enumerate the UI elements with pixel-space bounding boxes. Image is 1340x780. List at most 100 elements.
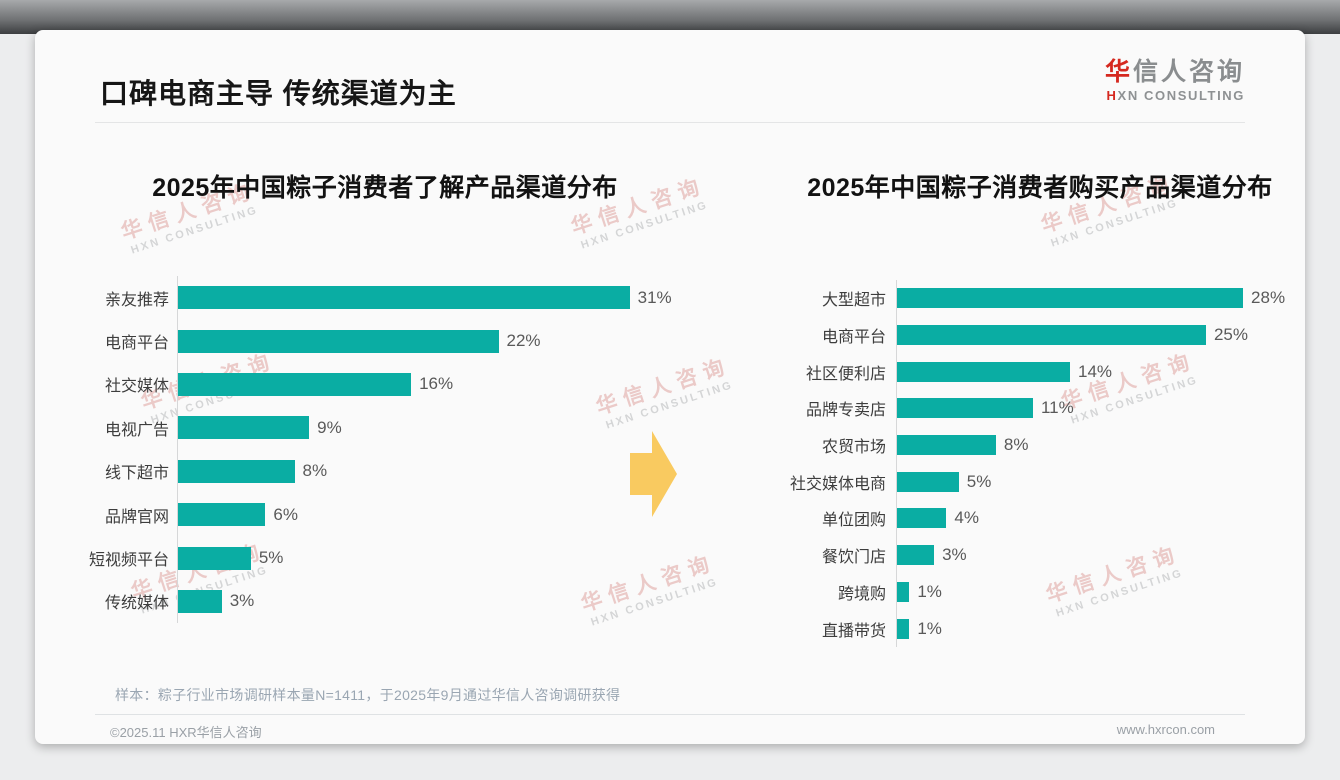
- value-label: 3%: [229, 591, 255, 611]
- bar-row: 传统媒体 3%: [85, 579, 685, 624]
- window-backdrop: [0, 0, 1340, 34]
- chart-title: 2025年中国粽子消费者购买产品渠道分布: [807, 174, 1273, 202]
- logo-gray-letters: XN CONSULTING: [1117, 87, 1245, 103]
- bar-row: 直播带货 1%: [790, 610, 1290, 647]
- category-label: 农贸市场: [821, 439, 886, 457]
- bar-row: 品牌官网 6%: [85, 492, 685, 537]
- bar-chart: 亲友推荐 31% 电商平台 22% 社交媒体 16% 电视广告 9% 线下超市 8% 品牌官网 6% 短…: [85, 276, 685, 624]
- bar-row: 社交媒体 16%: [85, 362, 685, 407]
- bar-track: 16%: [177, 362, 685, 407]
- bar-track: 31%: [177, 276, 685, 320]
- category-label: 品牌官网: [104, 508, 169, 526]
- category-label: 单位团购: [821, 512, 886, 530]
- bar-track: 25%: [896, 316, 1290, 354]
- logo-chinese-name: 华信人咨询: [1105, 58, 1245, 87]
- value-label: 8%: [302, 461, 328, 481]
- category-label: 大型超市: [821, 292, 886, 310]
- bar-track: 5%: [177, 536, 685, 580]
- bar: [897, 435, 996, 456]
- bar: [897, 471, 959, 492]
- category-label: 社交媒体: [104, 378, 169, 396]
- chart-title: 2025年中国粽子消费者了解产品渠道分布: [152, 174, 618, 202]
- chart-awareness-channels: 2025年中国粽子消费者了解产品渠道分布 亲友推荐 31% 电商平台 22% 社交媒体 1…: [85, 168, 685, 624]
- copyright-text: ©2025.11 HXR华信人咨询: [110, 725, 262, 740]
- logo-red-char: 华: [1104, 58, 1133, 86]
- value-label: 1%: [917, 618, 942, 638]
- category-label: 亲友推荐: [104, 291, 169, 309]
- value-label: 8%: [1003, 435, 1029, 455]
- value-label: 22%: [506, 331, 541, 351]
- bar: [897, 361, 1071, 382]
- bar-row: 社交媒体电商 5%: [790, 463, 1290, 501]
- value-label: 4%: [954, 508, 979, 528]
- bar-track: 11%: [896, 390, 1290, 427]
- bar-row: 电视广告 9%: [85, 406, 685, 450]
- bar-row: 餐饮门店 3%: [790, 536, 1290, 574]
- bar-track: 3%: [896, 536, 1290, 574]
- bar-track: 1%: [896, 610, 1290, 647]
- bar-row: 大型超市 28%: [790, 280, 1290, 317]
- bar: [178, 589, 222, 613]
- category-label: 社交媒体电商: [790, 475, 887, 493]
- bar-track: 9%: [177, 406, 685, 450]
- value-label: 5%: [966, 471, 992, 491]
- bar: [897, 325, 1206, 346]
- bar-row: 电商平台 25%: [790, 316, 1290, 354]
- bar-track: 28%: [896, 280, 1290, 317]
- category-label: 电商平台: [104, 335, 169, 353]
- value-label: 31%: [637, 287, 672, 307]
- value-label: 5%: [258, 548, 284, 568]
- bar: [178, 416, 310, 440]
- bar-row: 单位团购 4%: [790, 500, 1290, 537]
- bar-row: 社区便利店 14%: [790, 353, 1290, 391]
- bar: [178, 459, 295, 483]
- category-label: 短视频平台: [88, 552, 169, 570]
- value-label: 9%: [317, 417, 342, 437]
- value-label: 11%: [1040, 398, 1074, 418]
- bar-track: 4%: [896, 500, 1290, 537]
- bar-track: 8%: [177, 449, 685, 493]
- bar-track: 3%: [177, 579, 685, 624]
- value-label: 3%: [942, 545, 967, 565]
- bar: [178, 546, 251, 570]
- slide-content: 口碑电商主导 传统渠道为主 华信人咨询 HXN CONSULTING 2025年…: [35, 30, 1305, 744]
- bar: [178, 372, 412, 396]
- logo-red-letter: H: [1106, 87, 1118, 103]
- bar: [897, 508, 947, 529]
- logo-english-name: HXN CONSULTING: [1105, 87, 1245, 104]
- bar-row: 电商平台 22%: [85, 319, 685, 363]
- bar: [897, 545, 935, 566]
- bar-row: 亲友推荐 31%: [85, 276, 685, 320]
- bar-chart: 大型超市 28% 电商平台 25% 社区便利店 14% 品牌专卖店 11% 农贸市场 8% 社交媒体…: [790, 280, 1290, 647]
- bar-row: 农贸市场 8%: [790, 426, 1290, 464]
- bar-track: 5%: [896, 463, 1290, 501]
- website-text: www.hxrcon.com: [1116, 722, 1215, 737]
- bar: [897, 581, 910, 602]
- value-label: 25%: [1213, 325, 1248, 345]
- bar: [897, 288, 1244, 309]
- bar: [897, 398, 1033, 419]
- category-label: 直播带货: [821, 622, 886, 640]
- bar-track: 1%: [896, 573, 1290, 611]
- category-label: 电视广告: [104, 421, 169, 439]
- value-label: 16%: [419, 374, 454, 394]
- bar-track: 14%: [896, 353, 1290, 391]
- category-label: 传统媒体: [104, 595, 169, 613]
- bar-track: 22%: [177, 319, 685, 363]
- bar-row: 线下超市 8%: [85, 449, 685, 493]
- bar-row: 跨境购 1%: [790, 573, 1290, 611]
- company-logo: 华信人咨询 HXN CONSULTING: [1105, 58, 1245, 104]
- logo-gray-chars: 信人咨询: [1132, 58, 1245, 86]
- bar-track: 6%: [177, 492, 685, 537]
- header-divider: [95, 122, 1245, 123]
- category-label: 餐饮门店: [821, 549, 886, 567]
- chart-purchase-channels: 2025年中国粽子消费者购买产品渠道分布 大型超市 28% 电商平台 25% 社区便利店…: [790, 168, 1290, 647]
- sample-note: 样本：粽子行业市场调研样本量N=1411，于2025年9月通过华信人咨询调研获得: [115, 687, 621, 703]
- bar-row: 短视频平台 5%: [85, 536, 685, 580]
- bar: [178, 329, 499, 353]
- value-label: 14%: [1078, 361, 1113, 381]
- category-label: 社区便利店: [805, 365, 886, 383]
- bar: [178, 503, 266, 527]
- page-title: 口碑电商主导 传统渠道为主: [100, 78, 457, 109]
- value-label: 1%: [917, 581, 942, 601]
